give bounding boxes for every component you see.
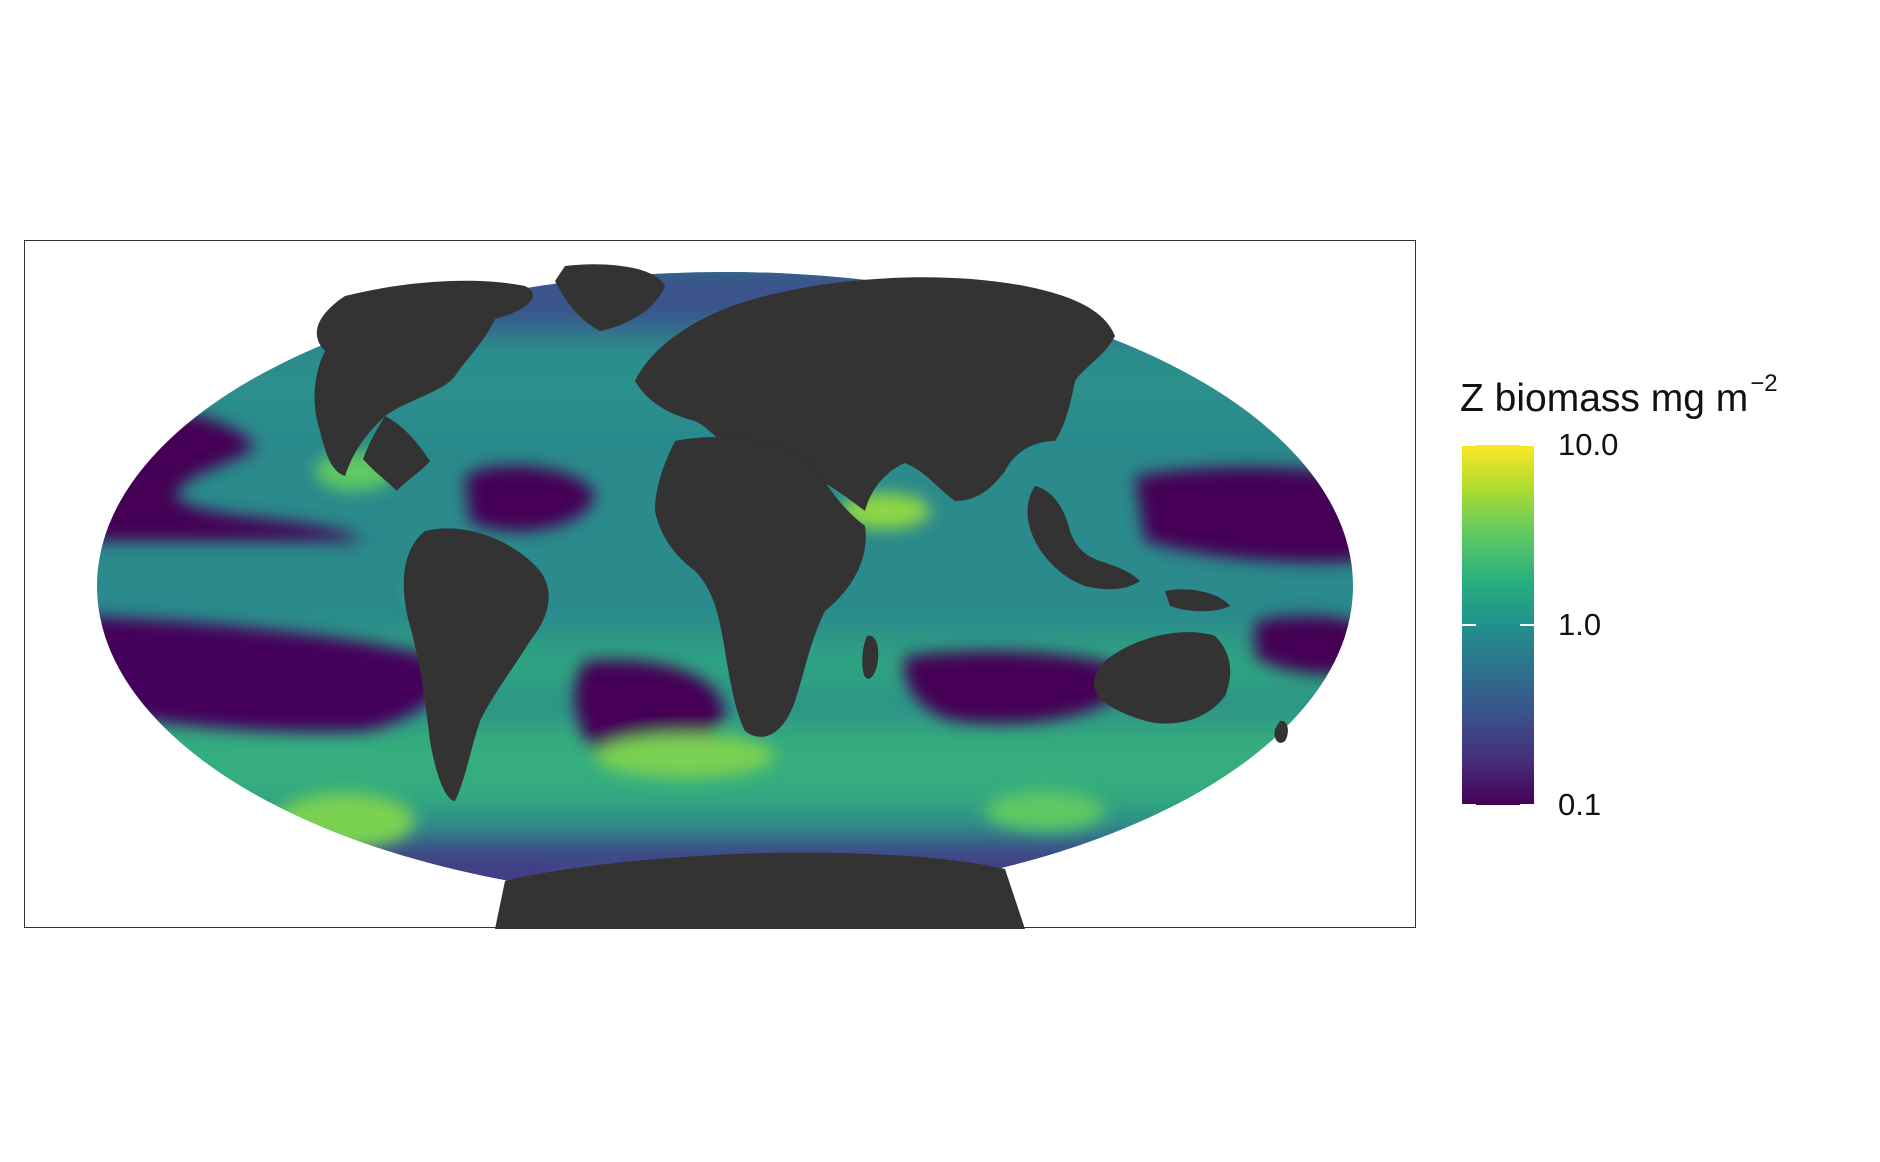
- colorbar-legend: Z biomass mg m−2 10.0 1.0 0.1: [1460, 360, 1860, 822]
- legend-title-superscript: −2: [1750, 370, 1778, 397]
- map-panel: [24, 240, 1416, 929]
- new-guinea: [1165, 589, 1230, 612]
- colorbar-tick-left: [1462, 444, 1476, 446]
- colorbar-tick-right: [1520, 444, 1534, 446]
- colorbar-tick-right: [1520, 624, 1534, 626]
- madagascar: [862, 635, 879, 679]
- colorbar-tick-label: 10.0: [1558, 427, 1619, 462]
- colorbar-tick-label: 0.1: [1558, 787, 1602, 822]
- legend-title: Z biomass mg m−2: [1460, 370, 1778, 420]
- colorbar-tick-label: 1.0: [1558, 607, 1602, 642]
- africa: [655, 437, 866, 737]
- greenland: [555, 264, 665, 331]
- colorbar-tick-left: [1462, 624, 1476, 626]
- central-america: [363, 416, 430, 491]
- new-zealand: [1274, 720, 1288, 743]
- south-america: [403, 528, 549, 801]
- southeast-asia: [1027, 486, 1140, 590]
- world-map: [97, 264, 1353, 929]
- north-america: [314, 280, 534, 476]
- colorbar-tick-right: [1520, 804, 1534, 806]
- antarctica: [495, 852, 1025, 929]
- australia: [1093, 632, 1231, 724]
- land-masses: [314, 264, 1288, 929]
- colorbar-tick-left: [1462, 804, 1476, 806]
